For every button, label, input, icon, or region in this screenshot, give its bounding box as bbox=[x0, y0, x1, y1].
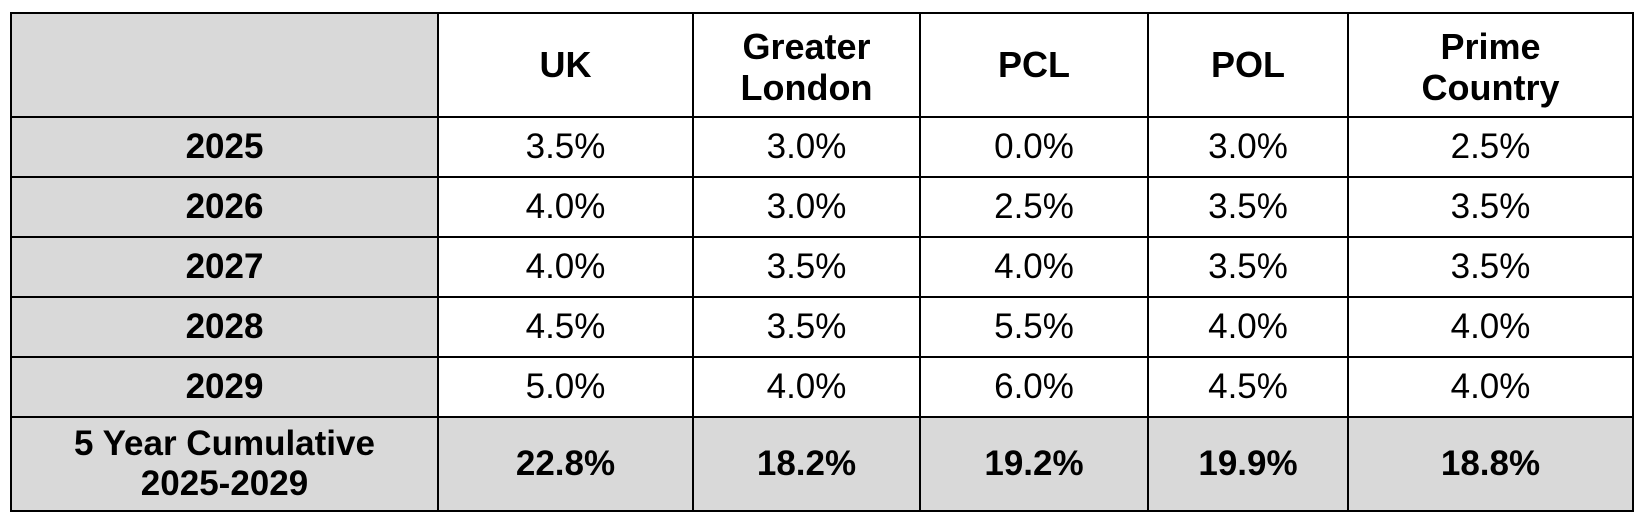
forecast-table: UK Greater London PCL POL Prime Country bbox=[10, 12, 1634, 512]
column-header-line: PCL bbox=[998, 44, 1070, 86]
table-cell: 3.5% bbox=[692, 296, 921, 358]
table-cell: 3.0% bbox=[1147, 116, 1349, 178]
table-cell: 4.0% bbox=[1147, 296, 1349, 358]
table-cell: 3.5% bbox=[1147, 236, 1349, 298]
cumulative-label-line: 2025-2029 bbox=[140, 464, 309, 503]
column-header-greater-london: Greater London bbox=[692, 12, 921, 118]
column-header-line: POL bbox=[1210, 44, 1285, 86]
row-label-year: 2029 bbox=[10, 356, 439, 418]
corner-cell bbox=[10, 12, 439, 118]
table-cell: 0.0% bbox=[919, 116, 1149, 178]
table-cell: 6.0% bbox=[919, 356, 1149, 418]
table-cell: 3.5% bbox=[692, 236, 921, 298]
header-row: UK Greater London PCL POL Prime Country bbox=[10, 12, 1634, 118]
cumulative-row: 5 Year Cumulative 2025-2029 22.8% 18.2% … bbox=[10, 416, 1634, 512]
cumulative-label: 5 Year Cumulative 2025-2029 bbox=[10, 416, 439, 512]
table-cell: 3.5% bbox=[1347, 176, 1634, 238]
table-cell: 4.0% bbox=[437, 236, 694, 298]
cumulative-cell: 18.2% bbox=[692, 416, 921, 512]
table-cell: 4.0% bbox=[919, 236, 1149, 298]
table-cell: 4.0% bbox=[437, 176, 694, 238]
table-cell: 3.0% bbox=[692, 176, 921, 238]
column-header-line: Country bbox=[1421, 67, 1560, 108]
table-row: 2026 4.0% 3.0% 2.5% 3.5% 3.5% bbox=[10, 176, 1634, 238]
table-cell: 2.5% bbox=[919, 176, 1149, 238]
row-label-year: 2028 bbox=[10, 296, 439, 358]
table-cell: 4.5% bbox=[1147, 356, 1349, 418]
table-cell: 4.0% bbox=[1347, 356, 1634, 418]
table-row: 2027 4.0% 3.5% 4.0% 3.5% 3.5% bbox=[10, 236, 1634, 298]
table-cell: 3.0% bbox=[692, 116, 921, 178]
cumulative-label-line: 5 Year Cumulative bbox=[74, 423, 375, 463]
row-label-year: 2025 bbox=[10, 116, 439, 178]
table-row: 2028 4.5% 3.5% 5.5% 4.0% 4.0% bbox=[10, 296, 1634, 358]
cumulative-cell: 22.8% bbox=[437, 416, 694, 512]
table-cell: 4.5% bbox=[437, 296, 694, 358]
table-row: 2029 5.0% 4.0% 6.0% 4.5% 4.0% bbox=[10, 356, 1634, 418]
column-header-line: Prime bbox=[1440, 25, 1541, 67]
table-cell: 3.5% bbox=[437, 116, 694, 178]
column-header-line: London bbox=[740, 67, 873, 108]
table-cell: 4.0% bbox=[692, 356, 921, 418]
column-header-pol: POL bbox=[1147, 12, 1349, 118]
column-header-line: UK bbox=[539, 44, 592, 86]
table-cell: 2.5% bbox=[1347, 116, 1634, 178]
table-cell: 4.0% bbox=[1347, 296, 1634, 358]
column-header-prime-country: Prime Country bbox=[1347, 12, 1634, 118]
column-header-uk: UK bbox=[437, 12, 694, 118]
row-label-year: 2027 bbox=[10, 236, 439, 298]
cumulative-cell: 19.2% bbox=[919, 416, 1149, 512]
column-header-pcl: PCL bbox=[919, 12, 1149, 118]
cumulative-cell: 19.9% bbox=[1147, 416, 1349, 512]
column-header-line: Greater bbox=[742, 25, 871, 67]
table-cell: 5.0% bbox=[437, 356, 694, 418]
table-row: 2025 3.5% 3.0% 0.0% 3.0% 2.5% bbox=[10, 116, 1634, 178]
row-label-year: 2026 bbox=[10, 176, 439, 238]
table-cell: 3.5% bbox=[1147, 176, 1349, 238]
table-cell: 5.5% bbox=[919, 296, 1149, 358]
cumulative-cell: 18.8% bbox=[1347, 416, 1634, 512]
table-cell: 3.5% bbox=[1347, 236, 1634, 298]
